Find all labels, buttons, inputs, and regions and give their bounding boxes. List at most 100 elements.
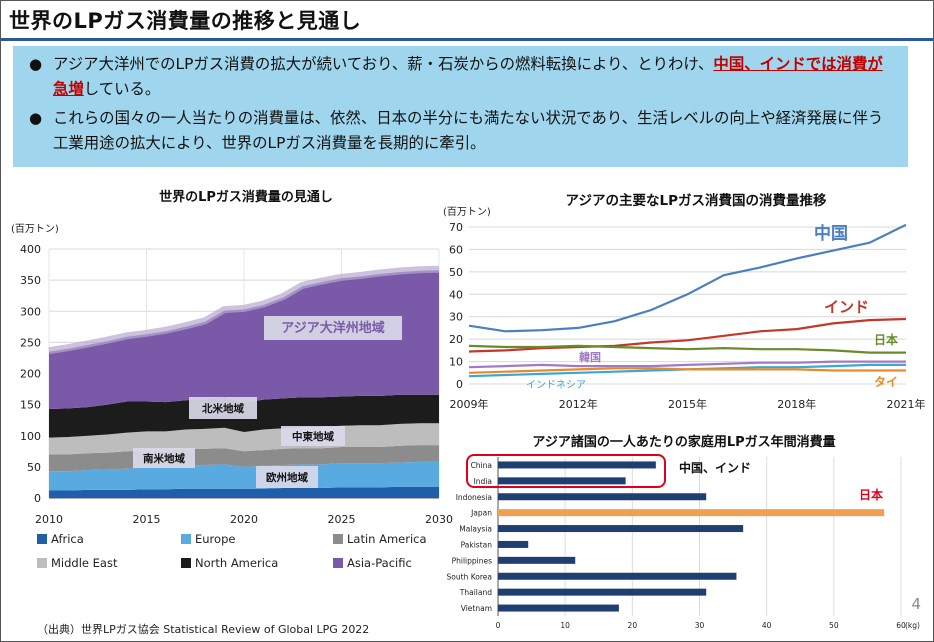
chart1-ytick-label: 100 [20,430,41,443]
source-note: （出典）世界LPガス協会 Statistical Review of Globa… [37,623,370,636]
chart3-bar [498,556,576,564]
chart1-legend-swatch [333,534,343,544]
chart1-xtick-label: 2015 [133,513,161,526]
chart1-legend-swatch [181,558,191,568]
chart2-series-label: インド [824,298,869,316]
chart1-legend-swatch [181,534,191,544]
chart3-xtick-label: 60 [896,621,906,630]
chart1-top-edge [48,265,440,355]
chart3-category-label: Thailand [459,588,492,597]
chart1-ylabel: (百万トン) [11,223,59,235]
chart1-ytick-label: 150 [20,399,41,412]
chart1-xtick-label: 2020 [230,513,258,526]
chart2-ytick-label: 30 [449,311,463,324]
chart3-xtick-label: 30 [695,621,705,630]
chart1-area-europe [49,461,439,491]
bullet-dot: ● [29,55,43,73]
chart2-xtick-label: 2015年 [668,397,707,411]
chart3-bar [498,540,529,548]
chart1-ytick-label: 300 [20,305,41,318]
chart3-category-label: Indonesia [456,493,492,502]
chart3-category-label: Malaysia [459,525,492,534]
chart1-annotation: 欧州地域 [266,471,308,484]
chart2-ytick-label: 20 [449,333,463,346]
chart3-xtick-label: 10 [560,621,570,630]
chart3-bar [498,477,626,485]
chart3-category-label: India [474,477,492,486]
chart1-legend-swatch [333,558,343,568]
chart1-xtick-label: 2010 [35,513,63,526]
chart1-legend-label: Middle East [51,556,118,570]
chart2-line [468,360,906,369]
chart1-title: 世界のLPガス消費量の見通し [159,189,333,205]
chart3-category-label: Japan [470,509,492,518]
title-rule [1,38,934,41]
page-number: 4 [911,595,921,613]
chart2-series-label: 韓国 [579,350,601,364]
chart2-ylabel: (百万トン) [443,206,491,218]
chart3-bar [498,493,707,501]
summary-box: ● アジア大洋州でのLPガス消費の拡大が続いており、薪・石炭からの燃料転換により、… [13,46,908,167]
chart1-ytick-label: 350 [20,274,41,287]
chart1-xtick-label: 2025 [328,513,356,526]
chart1-annotation-box [189,397,257,419]
chart1-ytick-label: 400 [20,243,41,256]
chart3-xtick-label: 20 [628,621,638,630]
chart3-bar [498,588,707,596]
chart1-legend-label: Europe [195,532,235,546]
chart1-annotation-box [133,448,195,468]
chart2-series-label: インドネシア [526,379,586,391]
chart3-title: アジア諸国の一人あたりの家庭用LPガス年間消費量 [532,434,835,450]
summary-bullet-1: ● アジア大洋州でのLPガス消費の拡大が続いており、薪・石炭からの燃料転換により、… [25,52,898,102]
chart3-xtick-label: 40 [762,621,772,630]
chart3-annotation: 中国、インド [679,460,751,475]
chart2-line [468,367,906,374]
chart3-annotation: 日本 [859,487,883,502]
summary-bullet-2: ● これらの国々の一人当たりの消費量は、依然、日本の半分にも満たない状況であり、生… [25,106,898,156]
chart1-legend-swatch [37,534,47,544]
chart2-ytick-label: 50 [449,266,463,279]
bullet-1-tail: している。 [83,80,161,98]
chart3-bar [498,525,744,533]
chart1-annotation: 中東地域 [292,430,334,443]
chart2-xtick-label: 2012年 [559,397,598,411]
chart2-xtick-label: 2021年 [887,397,926,411]
chart2-series-label: 中国 [814,223,848,244]
chart2-ytick-label: 40 [449,288,463,301]
chart3-category-label: China [471,461,492,470]
chart2-title: アジアの主要なLPガス消費国の消費量推移 [566,192,827,209]
per-capita-bar-chart: アジア諸国の一人あたりの家庭用LPガス年間消費量 0 10 20 30 40 50 60 (k… [447,434,920,630]
chart1-ytick-label: 200 [20,368,41,381]
chart2-ytick-label: 70 [449,221,463,234]
chart1-legend-label: Latin America [347,532,427,546]
chart3-xtick-label: 50 [829,621,839,630]
slide-title: 世界のLPガス消費量の推移と見通し [9,9,362,33]
bullet-1-text: アジア大洋州でのLPガス消費の拡大が続いており、薪・石炭からの燃料転換により、と… [53,55,714,73]
chart3-xtick-label: 0 [496,621,501,630]
chart1-annotation-box [264,316,402,340]
bullet-1-emphasis: 中国、インドでは消費が急増 [53,55,883,98]
chart1-annotation-box [281,426,345,446]
chart3-bar [498,572,737,580]
chart1-annotation-box [256,466,318,488]
chart1-annotation: アジア大洋州地域 [281,320,384,336]
chart2-series-label: タイ [874,375,898,389]
chart1-area-asia-pacific [49,270,439,409]
chart1-ytick-label: 0 [34,492,41,505]
chart3-bar [498,461,656,469]
chart2-ytick-label: 10 [449,356,463,369]
chart3-category-label: Pakistan [461,540,493,549]
chart2-series-label: 日本 [874,332,898,347]
chart1-ytick-label: 250 [20,336,41,349]
chart1-legend-swatch [37,558,47,568]
chart1-legend-label: Africa [51,532,84,546]
chart1-annotation: 南米地域 [143,452,185,465]
chart1-legend-label: North America [195,556,278,570]
chart1-ytick-label: 50 [27,461,41,474]
chart1-legend-label: Asia-Pacific [347,556,412,570]
world-lpg-area-chart: 世界のLPガス消費量の見通し (百万トン) 0 50 100 150 200 250 300… [11,189,453,570]
chart2-xtick-label: 2009年 [450,397,489,411]
bullet-dot: ● [29,109,43,127]
chart1-annotation: 北米地域 [202,402,244,415]
